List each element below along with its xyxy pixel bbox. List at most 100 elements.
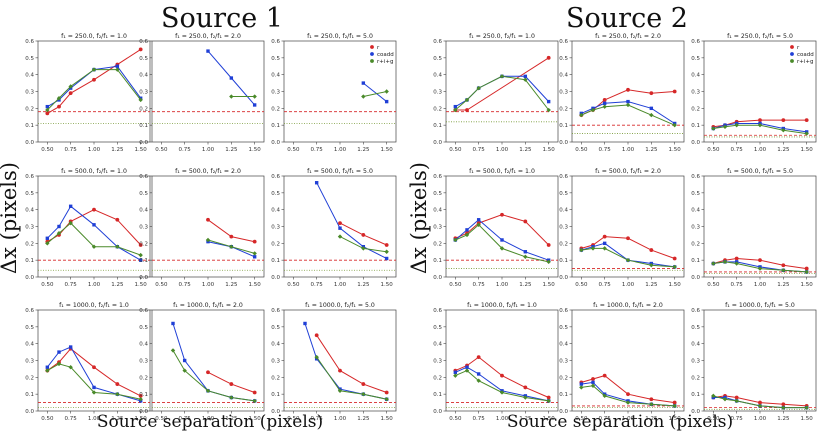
data-point-rig: [781, 405, 786, 410]
data-point-rig: [499, 74, 505, 79]
x-tick-label: 0.75: [731, 282, 744, 288]
data-point-r: [229, 234, 234, 239]
y-tick-label: 0.5: [559, 56, 568, 62]
data-point-rig: [649, 112, 654, 118]
data-point-r: [338, 221, 342, 226]
series-line-coadd: [455, 366, 549, 402]
data-point-rig: [711, 393, 716, 399]
data-point-rig: [115, 391, 120, 397]
data-point-rig: [649, 263, 654, 268]
x-tick-label: 0.75: [731, 147, 744, 153]
y-tick-label: 0.3: [25, 225, 34, 231]
series-line-coadd: [316, 182, 387, 259]
x-tick-label: 0.75: [599, 282, 612, 288]
y-tick-label: 0.2: [271, 375, 280, 381]
data-point-r: [546, 55, 551, 60]
panel-title: f₁ = 500.0, f₂/f₁ = 1.0: [469, 168, 535, 175]
x-tick-label: 0.50: [155, 282, 168, 288]
x-tick-label: 0.50: [155, 147, 168, 153]
x-tick-label: 1.50: [135, 282, 148, 288]
data-point-coadd: [57, 224, 61, 229]
data-point-rig: [252, 251, 257, 256]
data-point-rig: [499, 246, 505, 251]
y-tick-label: 0.0: [25, 140, 34, 146]
x-tick-label: 1.50: [135, 416, 148, 422]
source2-y-axis-label: Δx (pixels): [407, 162, 431, 274]
y-tick-label: 0.4: [691, 208, 700, 214]
x-tick-label: 1.25: [519, 416, 532, 422]
y-tick-label: 0.5: [691, 191, 700, 197]
y-tick-label: 0.2: [139, 241, 148, 247]
y-tick-label: 0.1: [139, 123, 148, 129]
x-tick-label: 1.50: [543, 282, 556, 288]
legend-label: r+i+g: [797, 59, 814, 65]
data-point-coadd: [92, 223, 96, 227]
y-tick-label: 0.3: [691, 225, 700, 231]
y-tick-label: 0.5: [433, 325, 442, 331]
panel-title: f₁ = 500.0, f₂/f₁ = 2.0: [175, 168, 241, 175]
y-tick-label: 0.1: [139, 258, 148, 264]
legend-label: r: [797, 45, 800, 51]
x-tick-label: 1.00: [202, 416, 215, 422]
source1-y-axis-label: Δx (pixels): [0, 162, 21, 274]
x-tick-label: 1.25: [225, 416, 238, 422]
data-point-rig: [384, 89, 389, 94]
data-point-coadd: [206, 49, 210, 53]
x-tick-label: 0.75: [731, 416, 744, 422]
data-point-rig: [602, 393, 607, 399]
data-point-rig: [453, 107, 458, 113]
y-tick-label: 0.5: [25, 191, 34, 197]
y-tick-label: 0.6: [691, 308, 700, 314]
data-point-rig: [546, 398, 551, 404]
y-tick-label: 0.5: [25, 325, 34, 331]
data-point-rig: [734, 261, 739, 266]
panel-title: f₁ = 250.0, f₂/f₁ = 5.0: [727, 33, 793, 40]
y-tick-label: 0.3: [25, 90, 34, 96]
y-tick-label: 0.4: [139, 342, 148, 348]
data-point-coadd: [138, 258, 143, 262]
data-point-rig: [115, 67, 120, 72]
y-tick-label: 0.0: [271, 275, 280, 281]
series-line-r: [316, 335, 387, 393]
panel-s1-r2-c2: 0.0 0.1 0.2 0.3 0.4 0.5 0.6 0.50 0.75 1.00 1.25 1.5…: [271, 302, 397, 422]
x-tick-label: 1.00: [202, 282, 215, 288]
panel-s2-r0-c1: 0.0 0.1 0.2 0.3 0.4 0.5 0.6 0.50 0.75 1.00 1.25 1.5…: [559, 33, 685, 153]
panel-frame: [445, 40, 559, 143]
y-tick-label: 0.1: [25, 392, 34, 398]
y-tick-label: 0.6: [691, 39, 700, 45]
x-tick-label: 1.00: [622, 282, 635, 288]
x-tick-label: 0.50: [155, 416, 168, 422]
x-tick-label: 1.50: [249, 416, 262, 422]
data-point-rig: [45, 107, 50, 113]
x-tick-label: 1.50: [135, 147, 148, 153]
y-tick-label: 0.1: [691, 258, 700, 264]
series-line-rig: [713, 395, 807, 409]
data-point-rig: [205, 237, 211, 243]
y-tick-label: 0.0: [433, 409, 442, 415]
data-point-r: [781, 118, 786, 123]
x-tick-label: 0.50: [41, 147, 54, 153]
x-tick-label: 1.25: [645, 282, 658, 288]
data-point-rig: [757, 403, 763, 409]
legend-label: coadd: [797, 52, 814, 58]
panel-frame: [37, 40, 151, 143]
data-point-rig: [384, 249, 389, 254]
y-tick-label: 0.3: [559, 90, 568, 96]
data-point-coadd: [453, 370, 458, 374]
y-tick-label: 0.2: [433, 241, 442, 247]
x-tick-label: 0.50: [287, 147, 300, 153]
data-point-rig: [757, 266, 763, 271]
data-point-r: [602, 234, 607, 239]
x-tick-label: 0.75: [473, 416, 486, 422]
panel-s1-r2-c1: 0.0 0.1 0.2 0.3 0.4 0.5 0.6 0.50 0.75 1.00 1.25 1.5…: [139, 302, 265, 422]
y-tick-label: 0.4: [691, 342, 700, 348]
data-point-rig: [170, 348, 176, 353]
x-tick-label: 0.50: [575, 416, 588, 422]
x-tick-label: 0.75: [65, 416, 78, 422]
data-point-rig: [804, 131, 809, 136]
data-point-rig: [649, 402, 654, 407]
y-tick-label: 0.5: [25, 56, 34, 62]
series-line-r: [455, 214, 550, 246]
x-tick-label: 1.50: [669, 282, 682, 288]
series-line-coadd: [362, 82, 388, 102]
